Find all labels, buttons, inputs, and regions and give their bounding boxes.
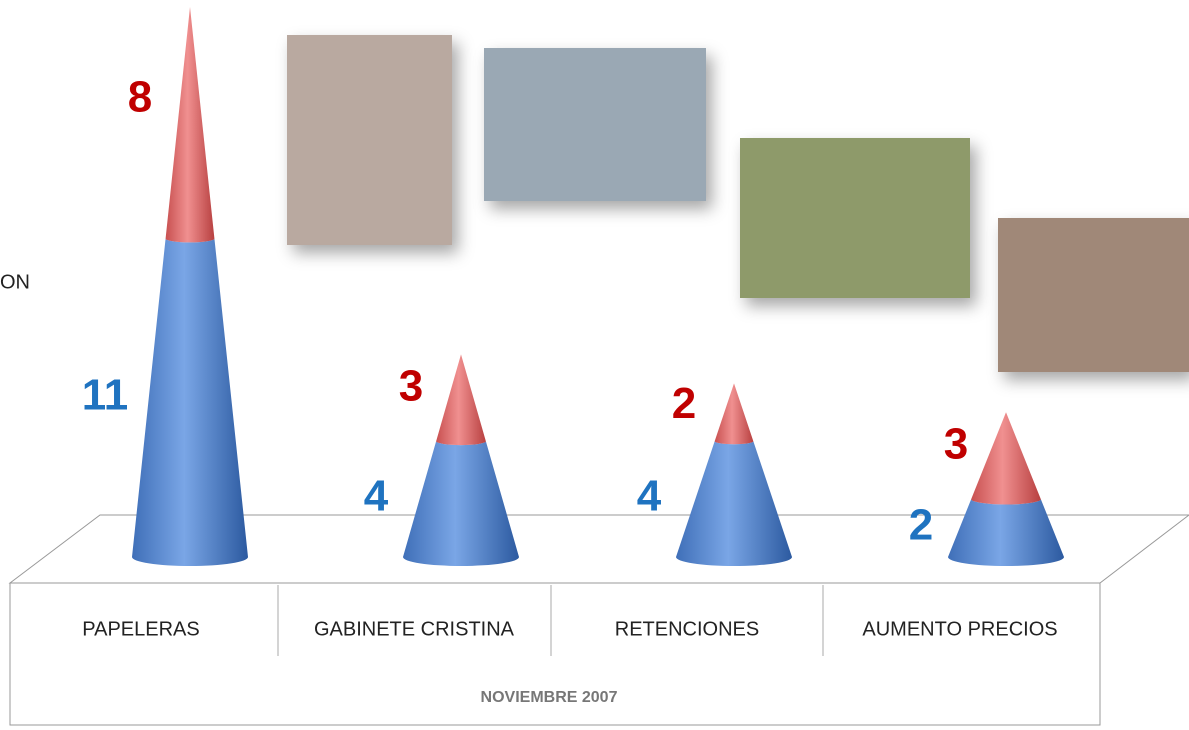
cone-segment bbox=[132, 238, 248, 566]
value-label: 8 bbox=[128, 72, 152, 121]
cone-segment bbox=[948, 499, 1064, 566]
cone-segment bbox=[403, 441, 519, 566]
value-label: 4 bbox=[637, 472, 662, 521]
photos bbox=[287, 35, 1189, 372]
photo bbox=[998, 218, 1189, 372]
x-tick-label: RETENCIONES bbox=[615, 618, 759, 640]
x-tick-label: PAPELERAS bbox=[82, 618, 199, 640]
legend-text: ON bbox=[0, 271, 30, 293]
group-label: NOVIEMBRE 2007 bbox=[481, 689, 618, 706]
value-label: 2 bbox=[672, 379, 696, 428]
cone-segment bbox=[676, 441, 792, 566]
photo bbox=[484, 48, 706, 201]
photo bbox=[287, 35, 452, 245]
value-label: 11 bbox=[82, 370, 129, 419]
platform bbox=[8, 514, 1189, 726]
photo bbox=[740, 138, 970, 298]
cone-segment bbox=[436, 354, 486, 446]
x-tick-label: AUMENTO PRECIOS bbox=[862, 618, 1057, 640]
value-label: 3 bbox=[399, 362, 423, 411]
cone-segment bbox=[165, 7, 215, 243]
x-tick-label: GABINETE CRISTINA bbox=[314, 618, 515, 640]
cone-segment bbox=[971, 412, 1041, 505]
cone-segment bbox=[714, 383, 754, 445]
value-label: 3 bbox=[944, 420, 968, 469]
value-label: 4 bbox=[364, 472, 389, 521]
value-label: 2 bbox=[909, 501, 933, 550]
